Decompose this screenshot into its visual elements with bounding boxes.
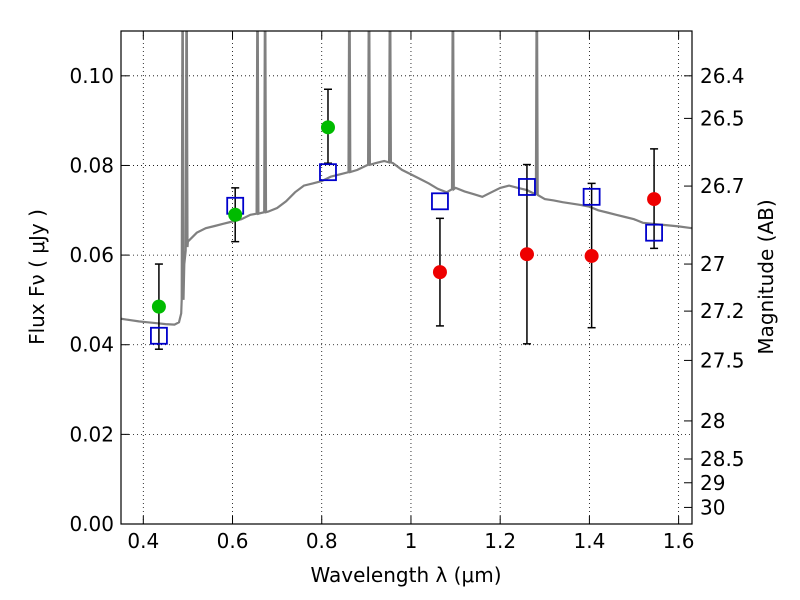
red-detection-point <box>647 192 662 207</box>
x-tick-label: 1.6 <box>663 529 695 553</box>
x-tick-label: 1 <box>405 529 418 553</box>
spectrum-line <box>121 31 692 326</box>
right-tick-label: 26.5 <box>700 106 745 130</box>
red-detection-point <box>432 265 447 280</box>
plot-area <box>121 31 692 350</box>
right-tick-label: 26.7 <box>700 174 745 198</box>
right-tick-label: 28 <box>700 409 725 433</box>
green-detection-point <box>320 120 335 135</box>
model-photometry-square <box>582 187 601 206</box>
x-axis-label: Wavelength λ (μm) <box>310 563 501 587</box>
x-tick-label: 0.8 <box>306 529 338 553</box>
y-tick-label: 0.02 <box>69 422 114 446</box>
model-photometry-square <box>645 223 663 242</box>
right-tick-label: 28.5 <box>700 447 745 471</box>
y-tick-label: 0.00 <box>69 512 114 536</box>
red-detection-point <box>519 247 534 262</box>
right-axis-label: Magnitude (AB) <box>754 199 778 354</box>
model-photometry-square <box>319 163 337 182</box>
right-tick-label: 29 <box>700 471 725 495</box>
green-detection-point <box>151 299 166 314</box>
red-detection-point <box>584 248 599 263</box>
y-tick-label: 0.08 <box>69 153 114 177</box>
x-tick-label: 1.2 <box>484 529 516 553</box>
right-tick-label: 27 <box>700 252 725 276</box>
right-tick-label: 30 <box>700 495 725 519</box>
x-tick-label: 1.4 <box>573 529 605 553</box>
y-tick-label: 0.04 <box>69 333 114 357</box>
y-tick-label: 0.10 <box>69 64 114 88</box>
x-tick-label: 0.4 <box>127 529 159 553</box>
grid <box>121 31 692 525</box>
plot-frame <box>120 30 693 525</box>
right-tick-label: 26.4 <box>700 64 745 88</box>
y-axis-label: Flux Fν ( μJy ) <box>25 209 49 345</box>
model-photometry-square <box>150 326 168 345</box>
x-tick-label: 0.6 <box>217 529 249 553</box>
right-tick-label: 27.2 <box>700 299 745 323</box>
green-detection-point <box>228 207 243 222</box>
axes: 0.4 0.6 0.8 1 1.2 1.4 1.6 0.00 0.02 0.04 0.06 0.08 0… <box>69 31 745 553</box>
right-tick-label: 27.5 <box>700 348 745 372</box>
model-photometry-square <box>431 192 449 211</box>
y-tick-label: 0.06 <box>69 243 114 267</box>
model-photometry-square <box>518 178 536 196</box>
